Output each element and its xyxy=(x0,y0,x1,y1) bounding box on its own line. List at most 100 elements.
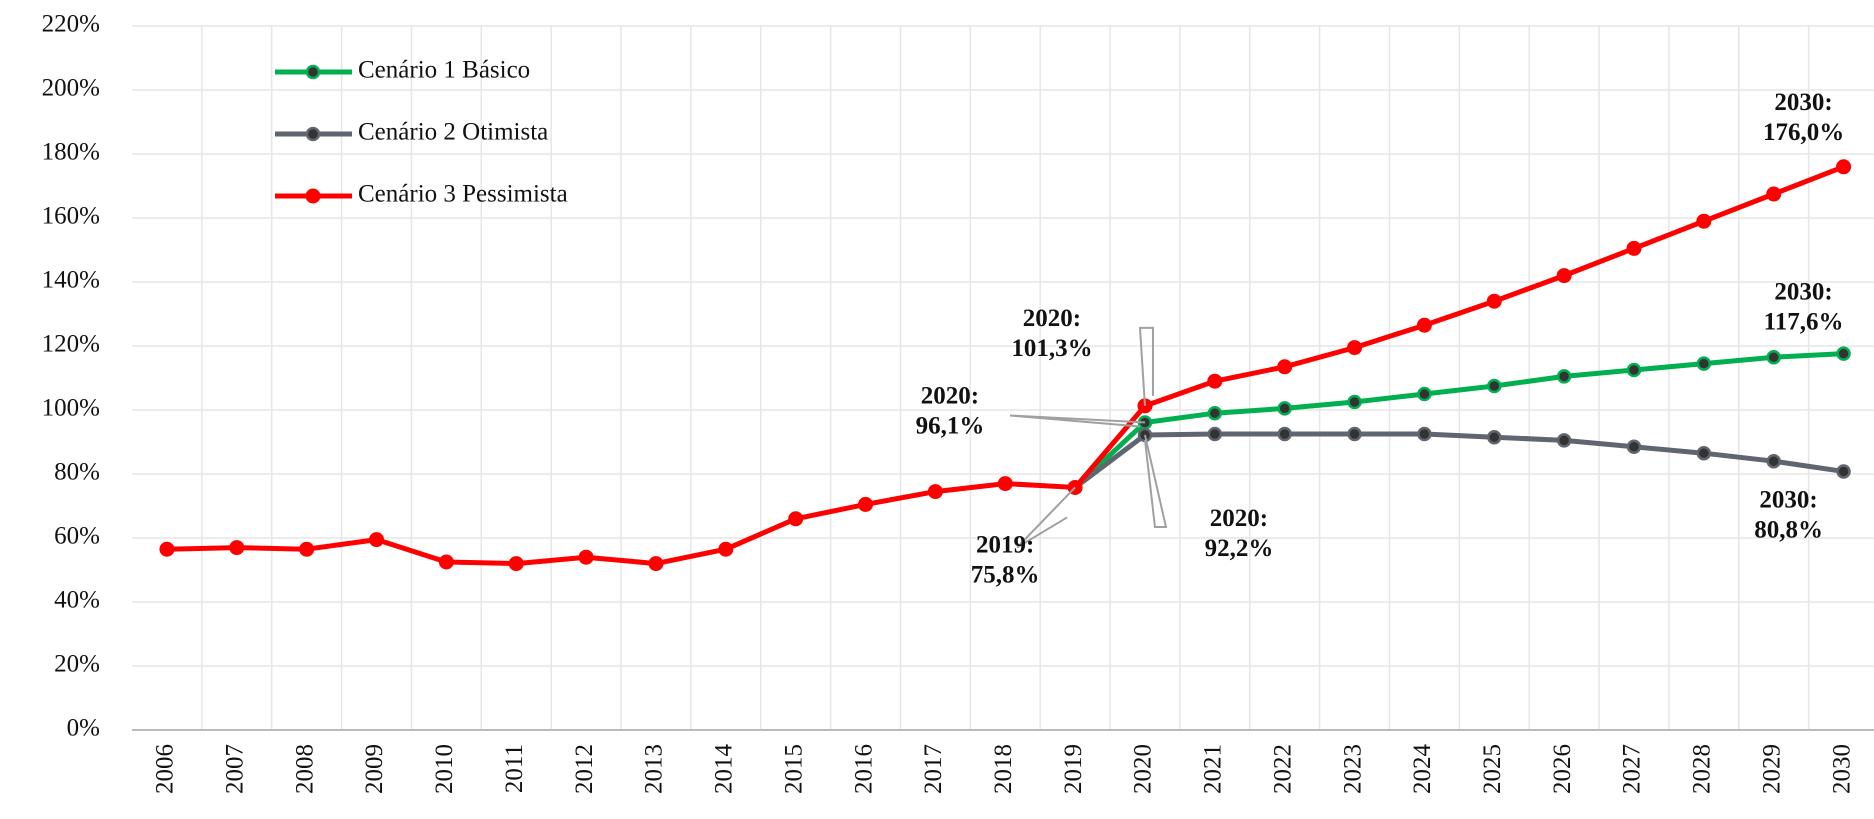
point xyxy=(578,549,594,565)
y-tick-label: 40% xyxy=(54,587,100,614)
x-tick-label: 2010 xyxy=(431,744,458,794)
x-tick-label: 2008 xyxy=(291,744,318,794)
x-tick-label: 2012 xyxy=(571,744,598,794)
y-tick-label: 140% xyxy=(42,267,100,294)
data-label: 2030: 176,0% xyxy=(1763,89,1844,146)
legend-marker xyxy=(305,64,321,80)
y-tick-label: 60% xyxy=(54,523,100,550)
y-tick-label: 80% xyxy=(54,459,100,486)
x-tick-label: 2014 xyxy=(711,744,738,795)
point xyxy=(1696,356,1712,371)
point xyxy=(1556,369,1572,384)
x-tick-label: 2021 xyxy=(1200,744,1227,794)
point xyxy=(159,541,175,557)
data-label: 2030: 117,6% xyxy=(1764,278,1844,335)
point xyxy=(858,496,874,512)
point xyxy=(1416,317,1432,333)
series-line xyxy=(1073,351,1844,490)
x-tick-label: 2011 xyxy=(501,744,528,793)
leader-line xyxy=(1016,486,1076,549)
point xyxy=(299,541,315,557)
x-tick-label: 2009 xyxy=(361,744,388,794)
x-tick-label: 2006 xyxy=(152,744,179,794)
x-tick-label: 2023 xyxy=(1339,744,1366,794)
leader-line xyxy=(1138,326,1154,406)
point xyxy=(1347,426,1362,442)
x-tick-label: 2017 xyxy=(920,744,947,794)
x-tick-label: 2018 xyxy=(990,744,1017,794)
series-line xyxy=(1073,431,1844,490)
point xyxy=(1486,293,1502,309)
point xyxy=(229,540,245,556)
x-tick-label: 2007 xyxy=(222,744,249,794)
legend-label: Cenário 3 Pessimista xyxy=(358,181,568,208)
legend-marker xyxy=(305,188,321,204)
point xyxy=(1347,394,1362,410)
point xyxy=(1556,268,1572,284)
x-tick-label: 2026 xyxy=(1549,744,1576,794)
point xyxy=(1207,426,1223,442)
data-label: 2020: 101,3% xyxy=(1011,305,1092,362)
y-tick-label: 0% xyxy=(67,715,100,742)
point xyxy=(438,554,454,570)
point xyxy=(1766,186,1782,202)
point xyxy=(1347,340,1363,356)
point xyxy=(718,541,734,557)
x-tick-label: 2022 xyxy=(1269,744,1296,794)
x-tick-label: 2029 xyxy=(1758,744,1785,794)
point xyxy=(1487,378,1502,394)
y-tick-label: 100% xyxy=(42,395,100,422)
point xyxy=(1556,433,1572,448)
x-tick-label: 2025 xyxy=(1479,744,1506,794)
series-line xyxy=(166,164,1845,567)
point xyxy=(927,484,943,500)
x-tick-label: 2028 xyxy=(1689,744,1716,794)
x-tick-label: 2016 xyxy=(850,744,877,794)
y-tick-label: 200% xyxy=(42,75,100,102)
data-label: 2019: 75,8% xyxy=(971,531,1040,588)
point xyxy=(369,532,385,548)
point xyxy=(1417,426,1432,442)
point xyxy=(1207,405,1223,421)
point xyxy=(997,476,1013,492)
point xyxy=(1766,453,1781,469)
point xyxy=(1836,159,1852,175)
x-tick-label: 2020 xyxy=(1130,744,1157,794)
x-tick-label: 2019 xyxy=(1060,744,1087,794)
point xyxy=(1766,349,1781,365)
point xyxy=(508,556,524,572)
point xyxy=(1626,240,1642,256)
y-tick-label: 160% xyxy=(42,203,100,230)
point xyxy=(1836,346,1851,361)
data-label: 2020: 96,1% xyxy=(916,382,985,439)
data-label: 2030: 80,8% xyxy=(1754,486,1823,543)
point xyxy=(1487,429,1502,445)
point xyxy=(1626,362,1642,378)
point xyxy=(1417,386,1432,402)
x-tick-label: 2013 xyxy=(641,744,668,794)
point xyxy=(1696,445,1712,461)
point xyxy=(1836,464,1851,479)
point xyxy=(1277,359,1293,375)
legend-marker xyxy=(305,126,321,142)
y-tick-label: 20% xyxy=(54,651,100,678)
legend-label: Cenário 2 Otimista xyxy=(358,119,548,146)
y-tick-label: 180% xyxy=(42,139,100,166)
point xyxy=(788,511,804,527)
point xyxy=(648,556,664,572)
leader-line xyxy=(1143,434,1168,528)
y-tick-label: 220% xyxy=(42,11,100,38)
x-tick-label: 2024 xyxy=(1409,744,1436,795)
leader-line xyxy=(1009,414,1146,428)
x-tick-label: 2015 xyxy=(780,744,807,794)
legend-label: Cenário 1 Básico xyxy=(358,57,530,84)
y-tick-label: 120% xyxy=(42,331,100,358)
data-label: 2020: 92,2% xyxy=(1205,505,1274,562)
point xyxy=(1696,213,1712,229)
x-tick-label: 2027 xyxy=(1619,744,1646,794)
point xyxy=(1207,373,1223,389)
x-tick-label: 2030 xyxy=(1828,744,1855,794)
point xyxy=(1277,401,1292,416)
point xyxy=(1277,426,1292,442)
